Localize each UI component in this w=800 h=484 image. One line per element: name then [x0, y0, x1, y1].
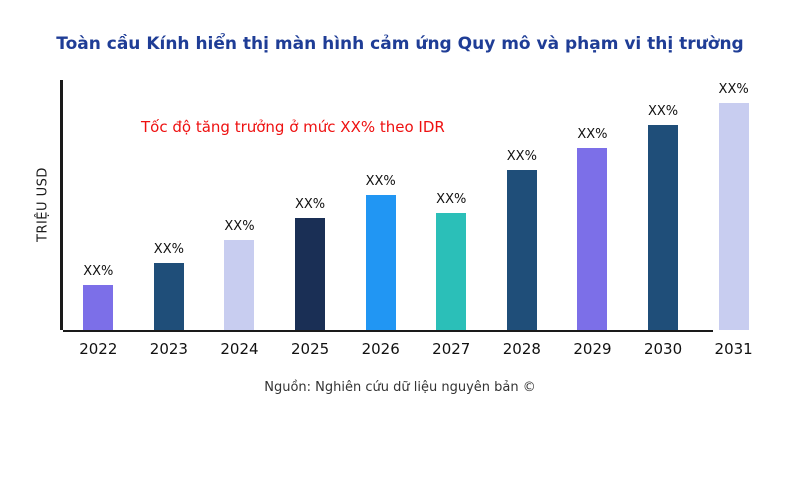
- bar-value-label: XX%: [294, 196, 326, 212]
- bar-value-label: XX%: [647, 104, 679, 119]
- bar-value-label: XX%: [83, 264, 114, 279]
- x-axis-tick-label: 2030: [643, 340, 683, 358]
- bar: [224, 240, 255, 330]
- bar: [153, 262, 184, 330]
- x-axis-tick-label: 2026: [361, 340, 400, 358]
- chart-area: TRIỆU USD Tốc độ tăng trưởng ở mức XX% t…: [0, 80, 800, 332]
- x-axis-line: [63, 330, 713, 332]
- bar-column: XX%: [557, 80, 628, 330]
- bar-column: XX%: [63, 80, 134, 330]
- x-axis-tick-label: 2025: [290, 340, 330, 358]
- y-axis-label: TRIỆU USD: [35, 167, 51, 243]
- x-axis-tick-label: 2029: [573, 340, 612, 358]
- bar-value-label: XX%: [577, 126, 608, 142]
- bar-column: XX%: [275, 80, 346, 330]
- bar-column: XX%: [416, 80, 487, 330]
- x-axis-tick-label: 2027: [432, 340, 471, 358]
- bar-value-label: XX%: [153, 241, 184, 257]
- bar-column: XX%: [628, 80, 699, 330]
- x-axis-tick-label: 2022: [79, 340, 118, 358]
- bar: [295, 217, 326, 330]
- bar: [648, 125, 679, 330]
- bar-column: XX%: [134, 80, 205, 330]
- bar: [718, 102, 749, 330]
- plot-area: Tốc độ tăng trưởng ở mức XX% theo IDR XX…: [60, 80, 769, 332]
- bar-value-label: XX%: [365, 174, 396, 189]
- bar: [365, 195, 396, 330]
- bar-column: XX%: [698, 80, 769, 330]
- x-axis-tick-label: 2031: [714, 340, 753, 358]
- x-axis-tick-label: 2023: [149, 340, 188, 358]
- chart-title: Toàn cầu Kính hiển thị màn hình cảm ứng …: [56, 34, 744, 54]
- bar-column: XX%: [204, 80, 275, 330]
- bar: [436, 212, 467, 330]
- bar-value-label: XX%: [224, 219, 255, 234]
- x-axis-tick-label: 2028: [502, 340, 541, 358]
- bar: [83, 285, 114, 330]
- bar-value-label: XX%: [506, 149, 537, 164]
- bar-column: XX%: [345, 80, 416, 330]
- bar: [577, 147, 608, 330]
- bar-value-label: XX%: [718, 81, 749, 97]
- bars: XX% XX% XX% XX% XX% XX% XX% XX% XX% XX%: [63, 80, 769, 330]
- bar-value-label: XX%: [436, 191, 467, 207]
- x-axis-tick-label: 2024: [220, 340, 259, 358]
- growth-annotation: Tốc độ tăng trưởng ở mức XX% theo IDR: [141, 118, 445, 136]
- bar-column: XX%: [487, 80, 558, 330]
- bar: [506, 170, 537, 330]
- source-text: Nguồn: Nghiên cứu dữ liệu nguyên bản ©: [264, 380, 536, 395]
- x-labels: 2022 2023 2024 2025 2026 2027 2028 2029 2030 2031: [63, 330, 769, 358]
